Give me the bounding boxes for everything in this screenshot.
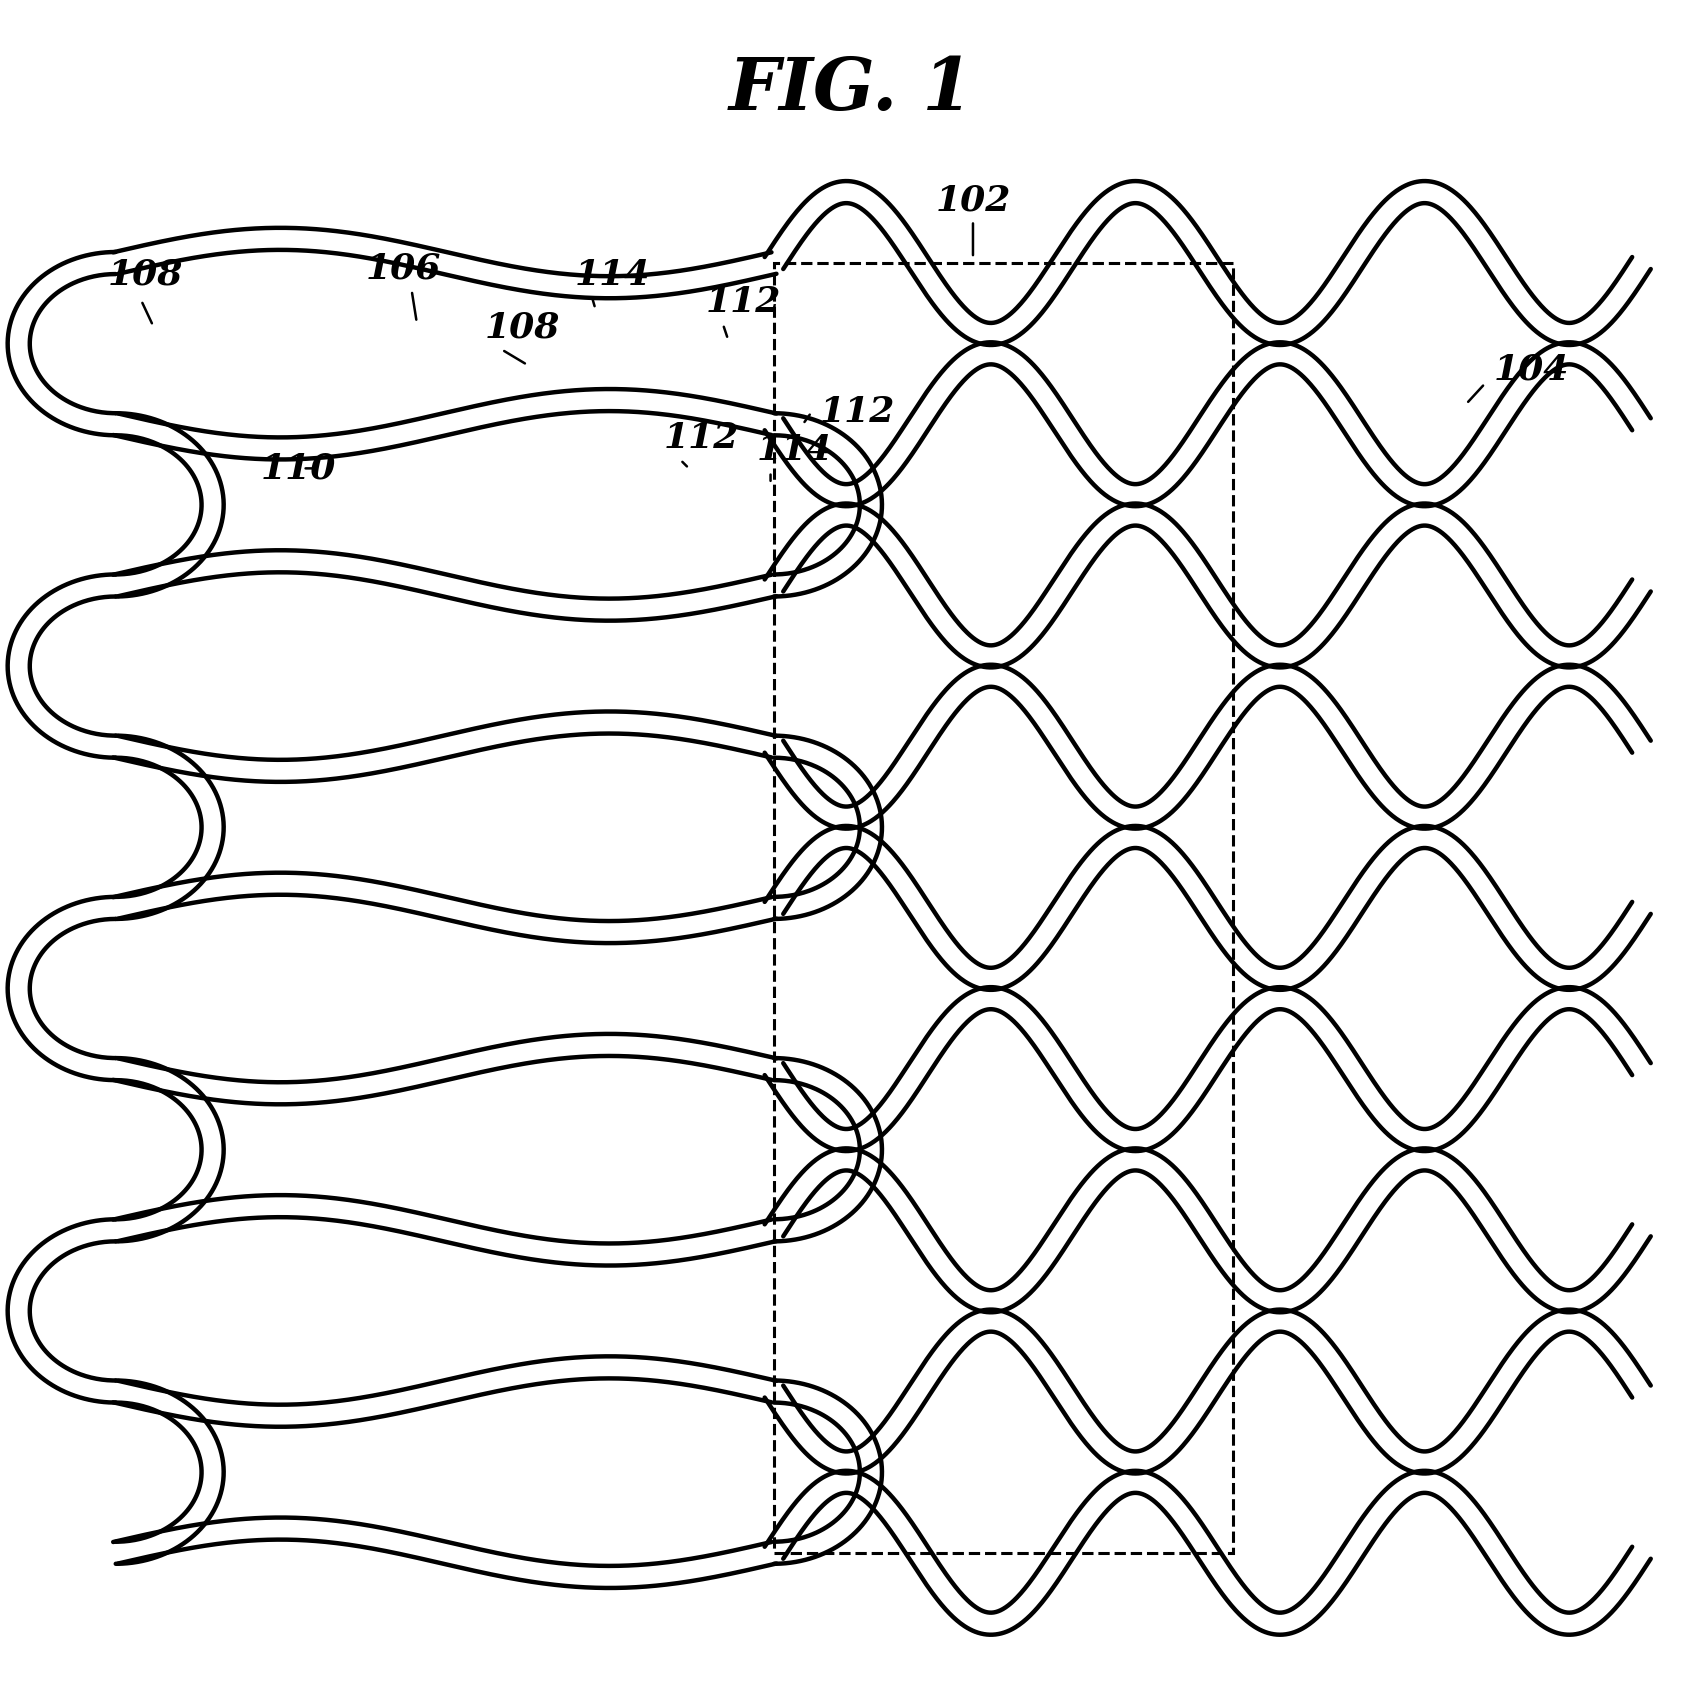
Text: 108: 108 <box>107 258 182 292</box>
Text: 106: 106 <box>366 251 441 285</box>
Text: 110: 110 <box>260 451 335 485</box>
Text: FIG. 1: FIG. 1 <box>728 54 973 126</box>
Text: 112: 112 <box>820 395 895 429</box>
Text: 108: 108 <box>485 311 560 344</box>
Text: 112: 112 <box>706 285 781 319</box>
Text: 114: 114 <box>757 433 832 467</box>
Text: 102: 102 <box>936 183 1010 217</box>
Text: 112: 112 <box>663 421 738 455</box>
Text: 104: 104 <box>1493 353 1568 387</box>
Text: 114: 114 <box>575 258 650 292</box>
Bar <box>774 263 1233 1553</box>
